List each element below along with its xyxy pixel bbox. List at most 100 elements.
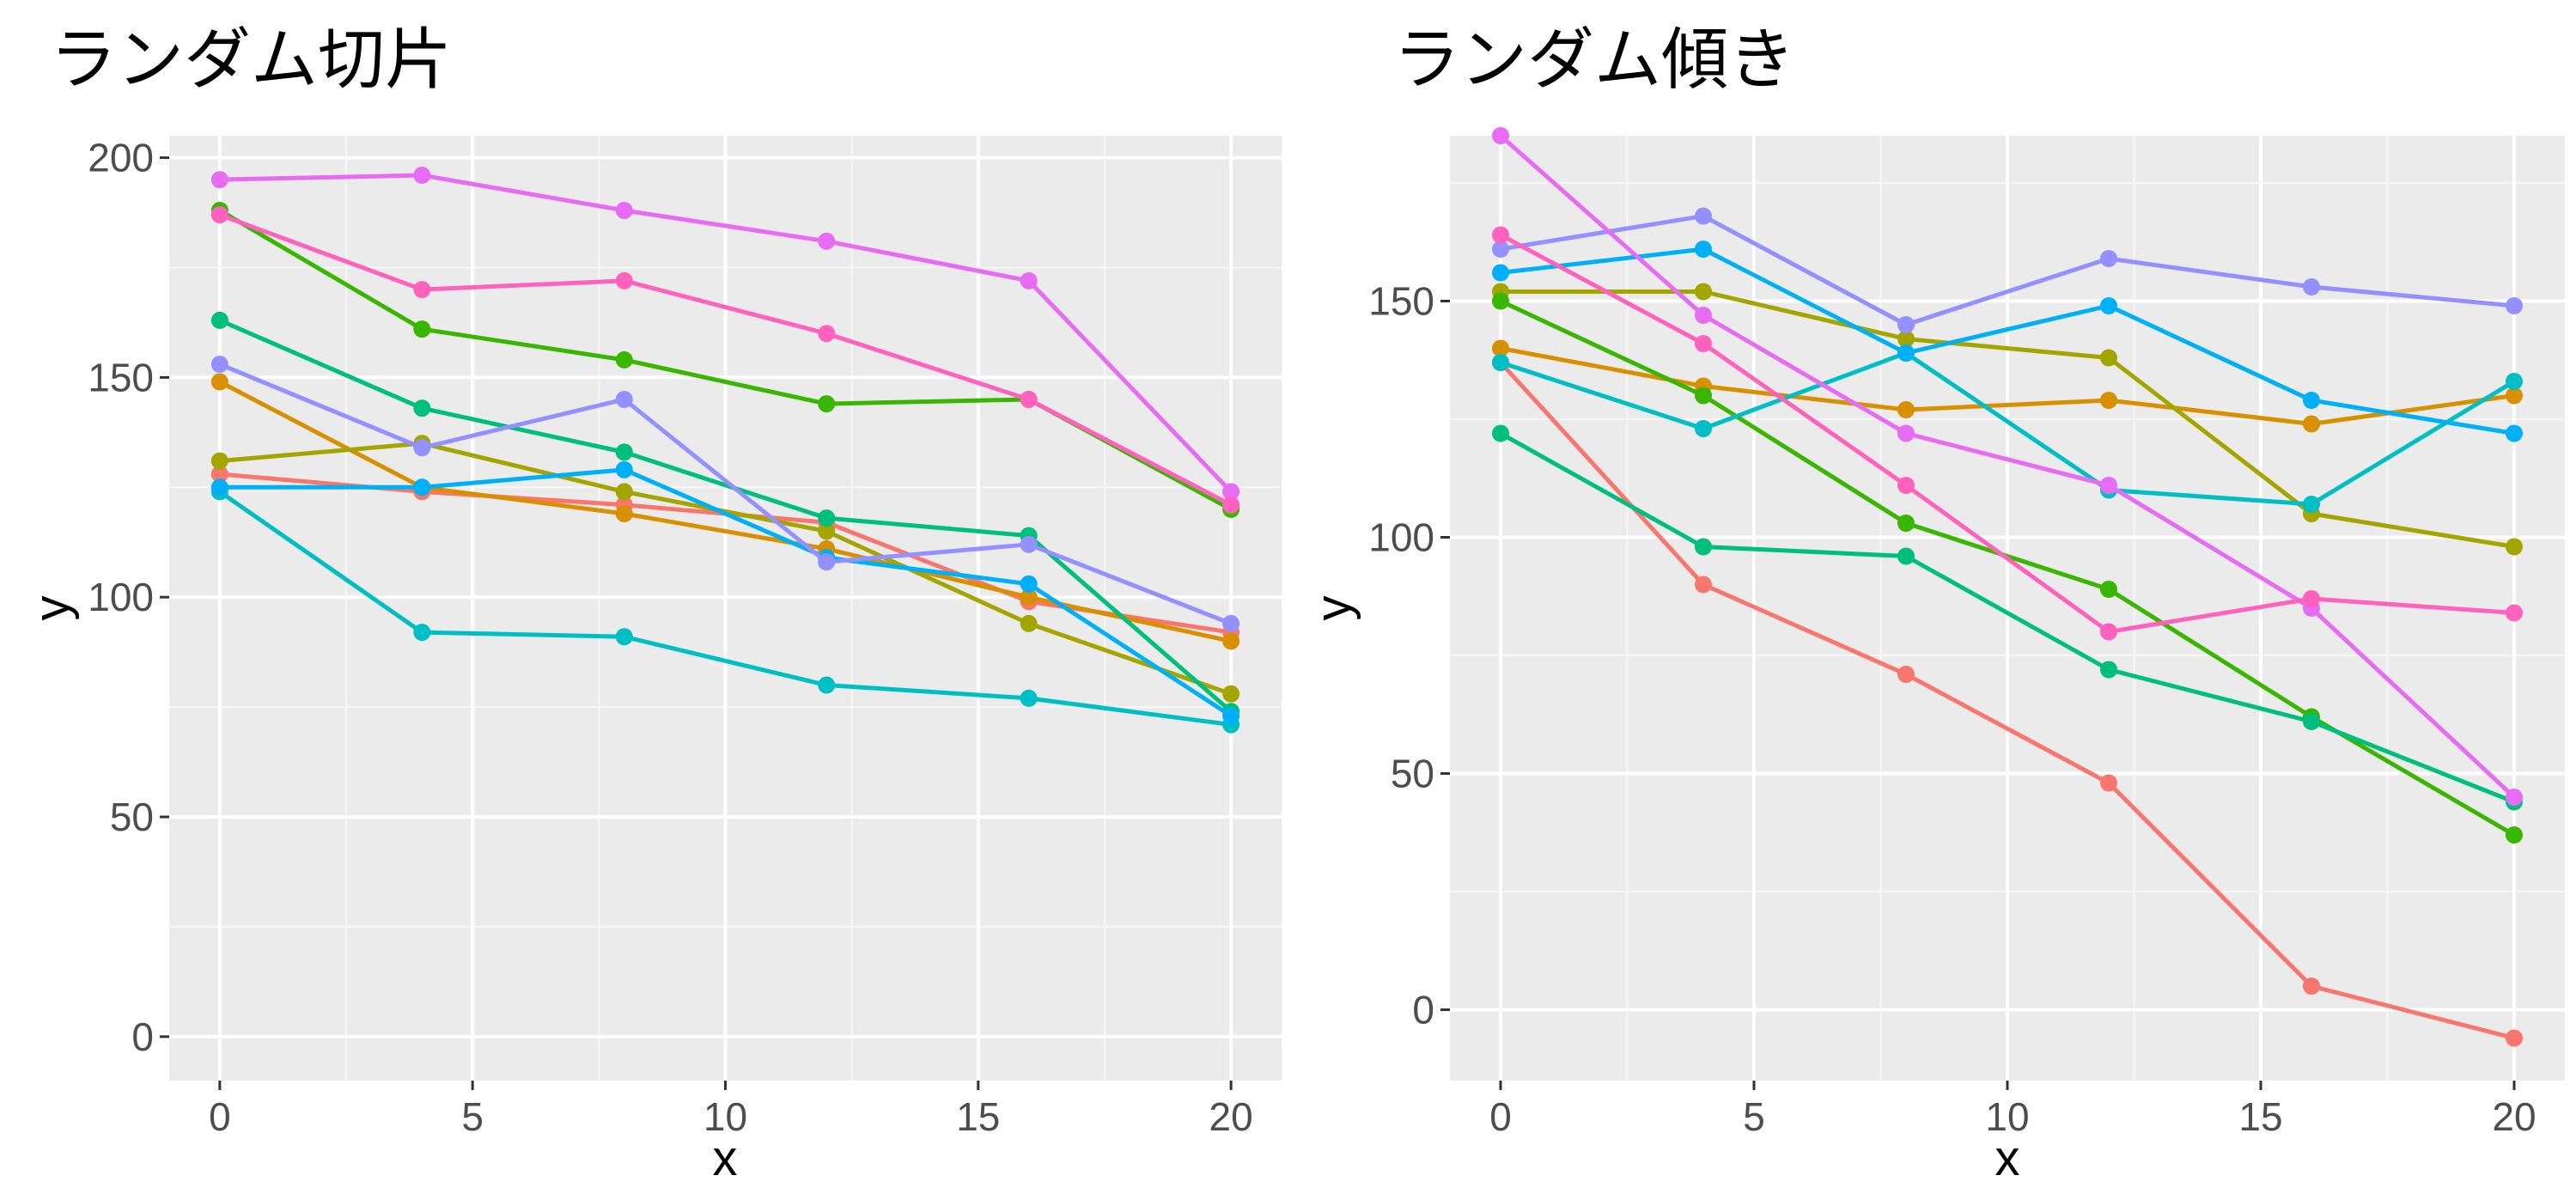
x-tick-label: 15 (2238, 1094, 2282, 1139)
panel-2-x-axis-title: x (1995, 1130, 2020, 1186)
series-line (218, 362, 1233, 626)
data-point (1492, 339, 1509, 357)
series-1 (1492, 354, 2523, 1047)
data-point (2100, 623, 2117, 641)
data-point (1492, 354, 1509, 371)
data-point (615, 505, 633, 522)
data-point (2506, 604, 2523, 622)
data-point (1020, 575, 1038, 593)
panel-1-series (210, 167, 1240, 734)
data-point (2100, 774, 2117, 792)
data-point (2303, 713, 2320, 730)
data-point (615, 460, 633, 478)
panel-1-y-axis-title: y (24, 596, 80, 621)
data-point (2100, 661, 2117, 679)
data-point (210, 356, 228, 374)
data-point (1695, 307, 1712, 324)
data-point (2506, 424, 2523, 442)
series-8 (210, 356, 1240, 632)
panel-2-axes: 0 5 10 15 20 0 50 100 150 (1368, 279, 2536, 1140)
data-point (2506, 538, 2523, 556)
data-point (1695, 241, 1712, 258)
data-point (818, 395, 836, 413)
data-point (413, 167, 431, 185)
data-point (1897, 424, 1915, 442)
x-tick-label: 10 (703, 1094, 747, 1139)
series-line (1499, 361, 2515, 1040)
data-point (2100, 392, 2117, 409)
data-point (1695, 283, 1712, 301)
data-point (2506, 826, 2523, 844)
data-point (1020, 535, 1038, 553)
data-point (615, 350, 633, 369)
data-point (1897, 401, 1915, 418)
y-tick-label: 100 (88, 575, 154, 619)
data-point (1492, 226, 1509, 244)
data-point (2303, 278, 2320, 295)
data-point (1897, 330, 1915, 348)
series-7 (210, 460, 1240, 725)
data-point (1020, 390, 1038, 408)
data-point (210, 171, 228, 189)
data-point (818, 522, 836, 540)
series-line (1499, 431, 2515, 804)
series-9 (210, 167, 1240, 501)
data-point (818, 325, 836, 343)
data-point (1897, 477, 1915, 494)
data-point (818, 232, 836, 250)
data-point (2303, 392, 2320, 409)
x-tick-label: 5 (461, 1094, 484, 1139)
data-point (2100, 349, 2117, 367)
panel-random-slope: ランダム傾き 0 5 10 15 20 0 50 100 150 x y (1306, 21, 2565, 1186)
data-point (210, 373, 228, 391)
data-point (1695, 335, 1712, 352)
data-point (1020, 588, 1038, 606)
data-point (2100, 477, 2117, 494)
data-point (1492, 127, 1509, 144)
series-7 (1492, 241, 2523, 442)
series-6 (210, 483, 1240, 734)
data-point (2506, 297, 2523, 314)
series-line (1500, 214, 2515, 327)
data-point (1897, 547, 1915, 565)
data-point (413, 399, 431, 417)
data-point (2100, 581, 2117, 598)
data-point (1897, 316, 1915, 333)
series-line (218, 490, 1232, 728)
data-point (1222, 483, 1240, 501)
data-point (1222, 685, 1240, 703)
data-point (2506, 789, 2523, 806)
y-tick-label: 50 (110, 795, 154, 839)
data-point (413, 478, 431, 496)
series-line (1500, 350, 2516, 507)
y-tick-label: 150 (1368, 279, 1434, 324)
data-point (1695, 538, 1712, 556)
data-point (1897, 515, 1915, 532)
data-point (2303, 496, 2320, 513)
data-point (2506, 1029, 2523, 1047)
data-point (210, 478, 228, 496)
data-point (1222, 632, 1240, 650)
x-tick-label: 0 (209, 1094, 231, 1139)
data-point (2303, 415, 2320, 433)
y-tick-label: 100 (1368, 515, 1434, 560)
data-point (210, 465, 228, 483)
data-point (2100, 297, 2117, 314)
y-tick-label: 0 (1412, 988, 1434, 1032)
x-tick-label: 5 (1743, 1094, 1765, 1139)
data-point (818, 553, 836, 571)
data-point (1695, 576, 1712, 594)
series-5 (1492, 424, 2523, 811)
data-point (615, 628, 633, 646)
series-10 (1492, 226, 2523, 641)
data-point (1897, 666, 1915, 683)
y-tick-label: 150 (88, 355, 154, 399)
data-point (210, 452, 228, 470)
series-line (219, 467, 1233, 718)
data-point (413, 320, 431, 338)
data-point (1222, 614, 1240, 632)
data-point (615, 483, 633, 501)
x-tick-label: 15 (956, 1094, 1000, 1139)
data-point (615, 443, 633, 461)
